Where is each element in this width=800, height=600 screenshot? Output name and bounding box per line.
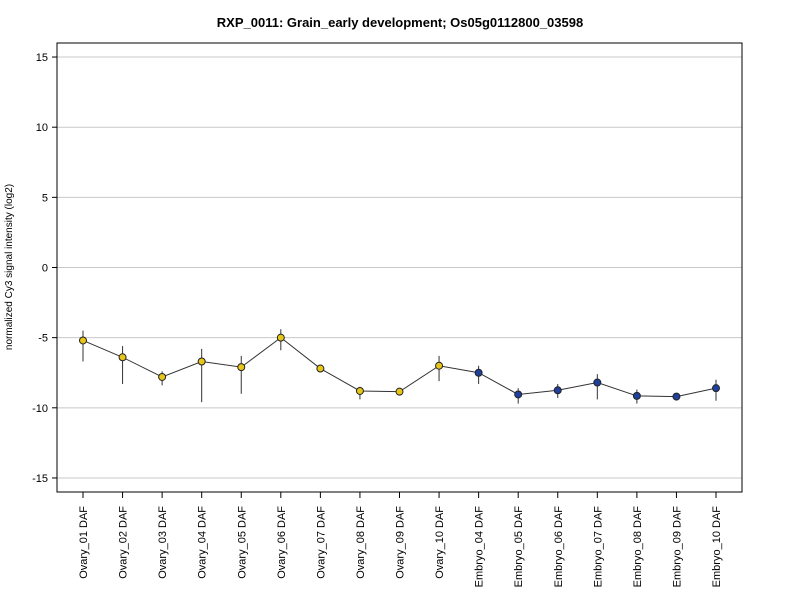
- data-point: [474, 368, 483, 377]
- x-tick-label: Ovary_01 DAF: [78, 506, 90, 579]
- x-tick-label: Embryo_04 DAF: [474, 506, 486, 588]
- x-tick-label: Ovary_09 DAF: [395, 506, 407, 579]
- y-axis-ticks: -15 -10 -5 0 5 10 15: [32, 52, 57, 485]
- data-point: [632, 391, 641, 400]
- grid-lines: [57, 56, 742, 479]
- data-point: [514, 390, 523, 399]
- x-tick-label: Embryo_08 DAF: [632, 506, 644, 588]
- data-point: [316, 364, 325, 373]
- y-tick-label: -15: [32, 473, 48, 485]
- data-point: [712, 384, 720, 393]
- x-tick-label: Embryo_07 DAF: [592, 506, 604, 588]
- x-tick-label: Embryo_05 DAF: [513, 506, 525, 588]
- data-point: [197, 357, 206, 366]
- data-point: [395, 387, 404, 396]
- data-point: [435, 361, 444, 370]
- chart-title: RXP_0011: Grain_early development; Os05g…: [217, 15, 583, 30]
- x-tick-label: Ovary_02 DAF: [118, 506, 130, 579]
- x-tick-label: Ovary_04 DAF: [197, 506, 209, 579]
- y-tick-label: -5: [38, 333, 48, 345]
- y-tick-label: -10: [32, 403, 48, 415]
- data-point: [355, 386, 364, 395]
- x-tick-label: Ovary_05 DAF: [236, 506, 248, 579]
- x-tick-label: Ovary_06 DAF: [276, 506, 288, 579]
- x-tick-label: Ovary_03 DAF: [157, 506, 169, 579]
- y-axis-label: normalized Cy3 signal intensity (log2): [4, 184, 15, 350]
- data-point: [158, 372, 167, 381]
- y-tick-label: 10: [36, 122, 48, 134]
- x-tick-label: Embryo_09 DAF: [671, 506, 683, 588]
- data-point: [276, 333, 285, 342]
- y-tick-label: 5: [42, 192, 48, 204]
- data-point: [79, 336, 87, 345]
- x-tick-label: Embryo_10 DAF: [711, 506, 723, 588]
- data-point: [237, 363, 246, 372]
- x-tick-label: Embryo_06 DAF: [553, 506, 565, 588]
- y-tick-label: 0: [42, 263, 48, 275]
- data-point: [553, 386, 562, 395]
- data-point: [593, 378, 602, 387]
- x-axis-ticks: Ovary_01 DAF Ovary_02 DAF Ovary_03 DAF Ovar…: [78, 492, 723, 587]
- y-tick-label: 15: [36, 52, 48, 64]
- data-point: [672, 392, 681, 401]
- data-point: [118, 353, 127, 362]
- data-points: [79, 333, 720, 401]
- x-tick-label: Ovary_10 DAF: [434, 506, 446, 579]
- x-tick-label: Ovary_07 DAF: [315, 506, 327, 579]
- x-tick-label: Ovary_08 DAF: [355, 506, 367, 579]
